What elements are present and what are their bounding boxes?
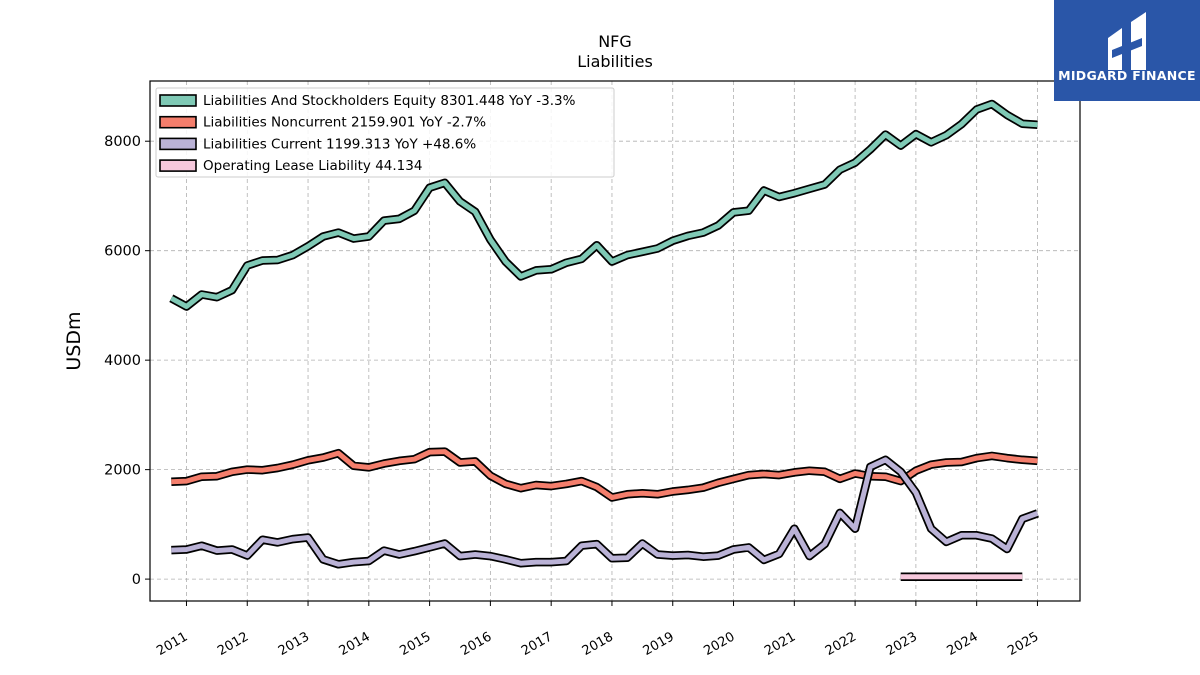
y-tick-label: 6000 — [104, 244, 141, 260]
series-2 — [171, 455, 1039, 569]
y-axis-ticks: 0 2000 4000 6000 8000 — [104, 134, 150, 588]
series-line — [170, 101, 1038, 309]
legend-swatch — [159, 137, 197, 151]
legend-label: Liabilities Current 1199.313 YoY +48.6% — [203, 136, 476, 152]
series-0 — [169, 99, 1038, 311]
legend-swatch — [159, 159, 197, 172]
y-tick-label: 8000 — [104, 134, 141, 150]
legend-label: Operating Lease Liability 44.134 — [203, 158, 422, 174]
y-tick-label: 2000 — [104, 463, 141, 479]
plot-frame — [149, 80, 1081, 602]
logo-text: MIDGARD FINANCE — [1058, 68, 1196, 83]
series-line — [171, 457, 1039, 567]
logo: MIDGARD FINANCE — [1054, 0, 1200, 101]
legend-swatch — [159, 115, 197, 129]
legend-box — [155, 87, 615, 178]
legend-label: Liabilities Noncurrent 2159.901 YoY -2.7… — [203, 115, 486, 131]
logo-mark-icon — [1108, 12, 1146, 70]
series-line — [171, 449, 1038, 500]
chart-title: NFG — [598, 32, 632, 51]
chart-subtitle: Liabilities — [577, 52, 653, 71]
y-tick-label: 4000 — [104, 353, 141, 369]
series-1 — [171, 447, 1038, 502]
legend-label: Liabilities And Stockholders Equity 8301… — [203, 93, 576, 109]
legend-entry: Liabilities And Stockholders Equity 8301… — [159, 93, 576, 109]
legend-swatch — [159, 94, 197, 107]
legend-entry: Liabilities Current 1199.313 YoY +48.6% — [159, 136, 476, 152]
legend-entry: Liabilities Noncurrent 2159.901 YoY -2.7… — [159, 115, 486, 131]
y-axis-label: USDm — [63, 311, 85, 370]
y-tick-label: 0 — [132, 572, 141, 588]
series-lines — [169, 99, 1039, 581]
legend-entry: Operating Lease Liability 44.134 — [159, 158, 422, 174]
legend: Liabilities And Stockholders Equity 8301… — [155, 87, 615, 178]
